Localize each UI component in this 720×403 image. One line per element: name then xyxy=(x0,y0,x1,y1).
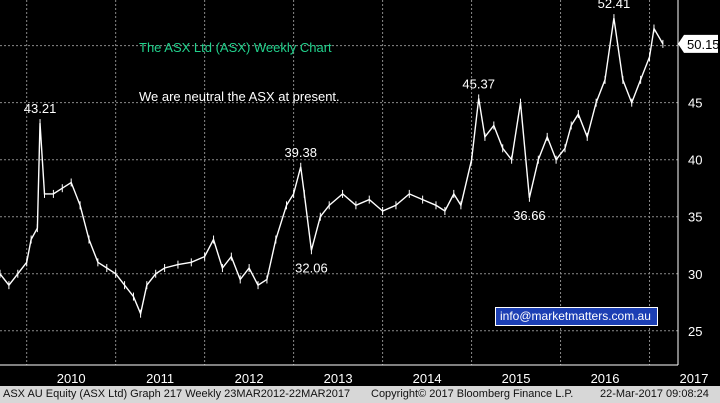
y-tick-label: 40 xyxy=(688,153,702,168)
footer-copyright: Copyright© 2017 Bloomberg Finance L.P. xyxy=(371,388,574,400)
x-tick-label: 2010 xyxy=(57,371,86,386)
footer-bar: ASX AU Equity (ASX Ltd) Graph 217 Weekly… xyxy=(0,386,720,403)
x-tick-label: 2017 xyxy=(680,371,709,386)
x-tick-label: 2012 xyxy=(235,371,264,386)
last-value-label: 50.15 xyxy=(687,37,720,52)
price-annotation: 45.37 xyxy=(462,76,495,91)
price-annotation: 39.38 xyxy=(284,145,317,160)
contact-email-box: info@marketmatters.com.au xyxy=(495,307,658,326)
x-tick-label: 2013 xyxy=(324,371,353,386)
y-tick-label: 25 xyxy=(688,324,702,339)
chart-title: The ASX Ltd (ASX) Weekly Chart xyxy=(139,40,332,55)
chart-subtitle: We are neutral the ASX at present. xyxy=(139,89,340,104)
footer-left-text: ASX AU Equity (ASX Ltd) Graph 217 Weekly… xyxy=(3,388,351,400)
y-tick-label: 35 xyxy=(688,210,702,225)
y-tick-label: 30 xyxy=(688,267,702,282)
y-tick-label: 45 xyxy=(688,96,702,111)
x-tick-label: 2011 xyxy=(146,371,174,386)
x-tick-label: 2016 xyxy=(591,371,620,386)
price-annotation: 36.66 xyxy=(513,208,546,223)
price-annotation: 43.21 xyxy=(24,101,57,116)
x-tick-label: 2015 xyxy=(502,371,531,386)
footer-timestamp: 22-Mar-2017 09:08:24 xyxy=(600,388,709,400)
last-value-marker xyxy=(678,34,718,53)
x-tick-label: 2014 xyxy=(413,371,442,386)
price-annotation: 52.41 xyxy=(598,0,631,11)
price-annotation: 32.06 xyxy=(295,260,328,275)
